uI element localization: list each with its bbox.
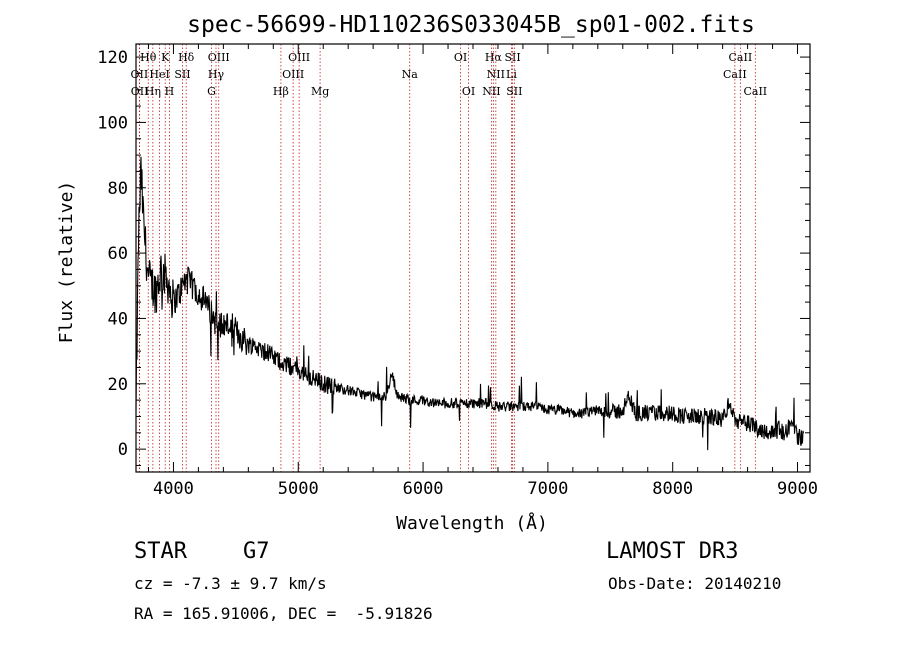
y-tick-label: 100 [97,113,128,133]
line-label: SII [174,68,190,81]
y-tick-label: 60 [108,244,128,264]
line-label: SII [504,51,520,64]
axis-ticks: 4000 5000 6000 7000 8000 9000 0 20 40 60 80 100 120 [97,44,818,499]
x-tick-label: 5000 [278,479,319,499]
line-label: Mg [311,85,329,98]
line-label: Hη [145,85,161,98]
line-label: OIII [288,51,310,64]
line-label: Hδ [178,51,195,64]
line-label: Hθ [140,51,157,64]
y-tick-label: 80 [108,179,128,199]
line-label: CaII [743,85,767,98]
line-label: G [207,85,216,98]
line-label: Hα [485,51,503,64]
line-label: OII [131,85,149,98]
line-label: H [165,85,175,98]
line-label: OIII [282,68,304,81]
y-tick-label: 0 [118,440,128,460]
x-tick-label: 7000 [527,479,568,499]
chart-title: spec-56699-HD110236S033045B_sp01-002.fit… [187,12,755,38]
observation-date: Obs-Date: 20140210 [608,574,782,593]
line-label: OIII [208,51,230,64]
line-label: NII [482,85,500,98]
line-label: Na [402,68,419,81]
line-label: OI [462,85,475,98]
line-label: OII [131,68,149,81]
x-tick-label: 8000 [652,479,693,499]
x-tick-label: 4000 [153,479,194,499]
object-subclass: G7 [243,539,270,564]
line-label: SII [506,85,522,98]
line-label: Hβ [273,85,289,98]
line-label: HeI [149,68,169,81]
x-tick-label: 6000 [403,479,444,499]
redshift-value: cz = -7.3 ± 9.7 km/s [134,574,327,593]
line-label: K [161,51,170,64]
line-label: OI [454,51,467,64]
coordinates: RA = 165.91006, DEC = -5.91826 [134,604,433,623]
line-label: NII [487,68,505,81]
line-label: CaII [723,68,747,81]
y-tick-label: 20 [108,375,128,395]
survey-name: LAMOST DR3 [606,539,739,564]
x-tick-label: 9000 [777,479,818,499]
flux-series-line [135,156,805,451]
y-tick-label: 120 [97,48,128,68]
object-class: STAR [134,539,187,564]
line-label: Li [506,68,517,81]
y-tick-label: 40 [108,309,128,329]
line-label: Hγ [208,68,225,81]
line-label: CaII [729,51,753,64]
y-axis-label: Flux (relative) [56,181,77,344]
x-axis-label: Wavelength (Å) [396,512,548,534]
